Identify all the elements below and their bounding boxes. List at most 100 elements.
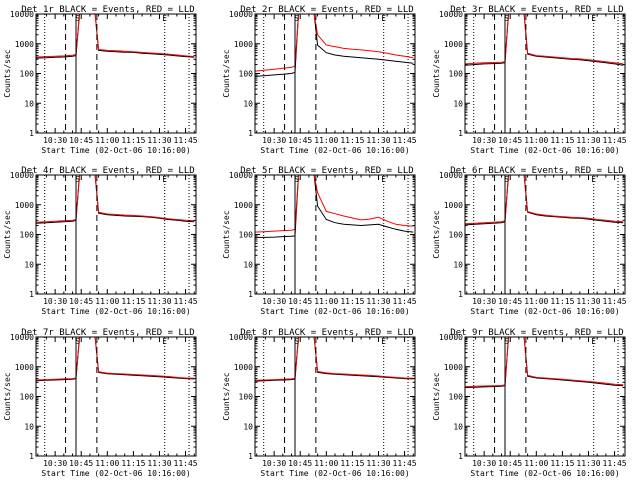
x-tick-label: 11:15: [550, 297, 574, 306]
x-tick-label: 11:45: [393, 297, 417, 306]
x-tick-label: 11:45: [174, 459, 198, 468]
x-tick-label: 10:45: [498, 136, 522, 145]
x-tick-label: 11:15: [121, 459, 145, 468]
y-tick-label: 10: [243, 422, 253, 431]
y-axis-label: Counts/sec: [3, 210, 12, 258]
x-tick-label: 10:30: [472, 297, 496, 306]
x-tick-label: 11:30: [366, 297, 390, 306]
y-tick-label: 10000: [439, 171, 463, 180]
x-tick-label: 11:45: [393, 459, 417, 468]
y-tick-label: 1: [29, 452, 34, 461]
x-tick-label: 10:30: [472, 459, 496, 468]
y-tick-label: 1000: [444, 40, 463, 49]
y-tick-label: 1: [29, 129, 34, 138]
y-tick-label: 10: [453, 422, 463, 431]
y-tick-label: 10000: [229, 171, 253, 180]
panel-title: Det 3r BLACK = Events, RED = LLD: [450, 5, 623, 15]
y-tick-label: 1000: [15, 363, 34, 372]
marker-label: E: [591, 337, 596, 346]
x-tick-label: 11:00: [95, 459, 119, 468]
y-tick-label: 1: [458, 129, 463, 138]
marker-label: E: [162, 14, 167, 23]
x-tick-label: 11:30: [576, 136, 600, 145]
y-axis-label: Counts/sec: [3, 49, 12, 97]
x-tick-label: 11:00: [524, 297, 548, 306]
y-tick-label: 10000: [229, 10, 253, 19]
panel-title: Det 7r BLACK = Events, RED = LLD: [21, 328, 194, 338]
x-tick-label: 10:45: [69, 459, 93, 468]
x-axis-label: Start Time (02-Oct-06 10:16:00): [470, 469, 619, 478]
marker-label: S: [504, 337, 509, 346]
y-tick-label: 100: [239, 231, 254, 240]
panel-title: Det 5r BLACK = Events, RED = LLD: [240, 166, 413, 176]
x-tick-label: 11:15: [340, 297, 364, 306]
y-tick-label: 10000: [10, 333, 34, 342]
y-tick-label: 100: [20, 231, 35, 240]
lld-line: [36, 175, 195, 223]
marker-label: S: [75, 14, 80, 23]
x-tick-label: 11:15: [121, 297, 145, 306]
y-tick-label: 100: [449, 393, 464, 402]
y-tick-label: 10: [24, 260, 34, 269]
x-tick-label: 11:15: [121, 136, 145, 145]
panel-title: Det 2r BLACK = Events, RED = LLD: [240, 5, 413, 15]
y-tick-label: 1: [248, 290, 253, 299]
y-tick-label: 1000: [444, 201, 463, 210]
plot-frame: [35, 13, 197, 134]
events-line: [255, 14, 414, 77]
marker-label: S: [504, 175, 509, 184]
y-axis-label: Counts/sec: [222, 372, 231, 420]
lld-line: [36, 14, 195, 58]
x-tick-label: 10:45: [498, 297, 522, 306]
x-tick-label: 10:45: [69, 136, 93, 145]
y-tick-label: 100: [20, 393, 35, 402]
plot-frame: [35, 336, 197, 457]
x-tick-label: 10:30: [262, 459, 286, 468]
y-tick-label: 1000: [15, 201, 34, 210]
marker-label: E: [381, 175, 386, 184]
panel-title: Det 9r BLACK = Events, RED = LLD: [450, 328, 623, 338]
x-tick-label: 11:00: [314, 136, 338, 145]
y-tick-label: 100: [449, 231, 464, 240]
x-axis-label: Start Time (02-Oct-06 10:16:00): [260, 469, 409, 478]
lld-line: [465, 337, 624, 388]
y-tick-label: 1: [458, 452, 463, 461]
x-tick-label: 11:30: [366, 459, 390, 468]
y-tick-label: 100: [20, 70, 35, 79]
x-tick-label: 10:30: [43, 297, 67, 306]
x-tick-label: 11:15: [550, 136, 574, 145]
y-axis-label: Counts/sec: [3, 372, 12, 420]
lld-line: [255, 337, 414, 381]
plot-frame: [464, 13, 626, 134]
x-tick-label: 11:30: [147, 136, 171, 145]
x-tick-label: 10:30: [262, 136, 286, 145]
x-axis-label: Start Time (02-Oct-06 10:16:00): [260, 146, 409, 155]
events-line: [36, 175, 195, 224]
x-tick-label: 11:45: [603, 459, 627, 468]
y-tick-label: 10: [24, 422, 34, 431]
y-tick-label: 10: [243, 99, 253, 108]
x-tick-label: 11:45: [603, 297, 627, 306]
x-axis-label: Start Time (02-Oct-06 10:16:00): [470, 146, 619, 155]
events-line: [465, 175, 624, 226]
y-tick-label: 10000: [439, 333, 463, 342]
panel-title: Det 6r BLACK = Events, RED = LLD: [450, 166, 623, 176]
y-axis-label: Counts/sec: [222, 49, 231, 97]
x-tick-label: 10:30: [262, 297, 286, 306]
lld-line: [255, 14, 414, 72]
y-tick-label: 100: [239, 393, 254, 402]
x-tick-label: 10:30: [43, 459, 67, 468]
x-tick-label: 11:15: [340, 459, 364, 468]
x-tick-label: 11:45: [174, 297, 198, 306]
y-axis-label: Counts/sec: [432, 372, 441, 420]
x-tick-label: 10:30: [43, 136, 67, 145]
marker-label: S: [75, 175, 80, 184]
y-tick-label: 10: [453, 260, 463, 269]
x-tick-label: 11:00: [524, 136, 548, 145]
